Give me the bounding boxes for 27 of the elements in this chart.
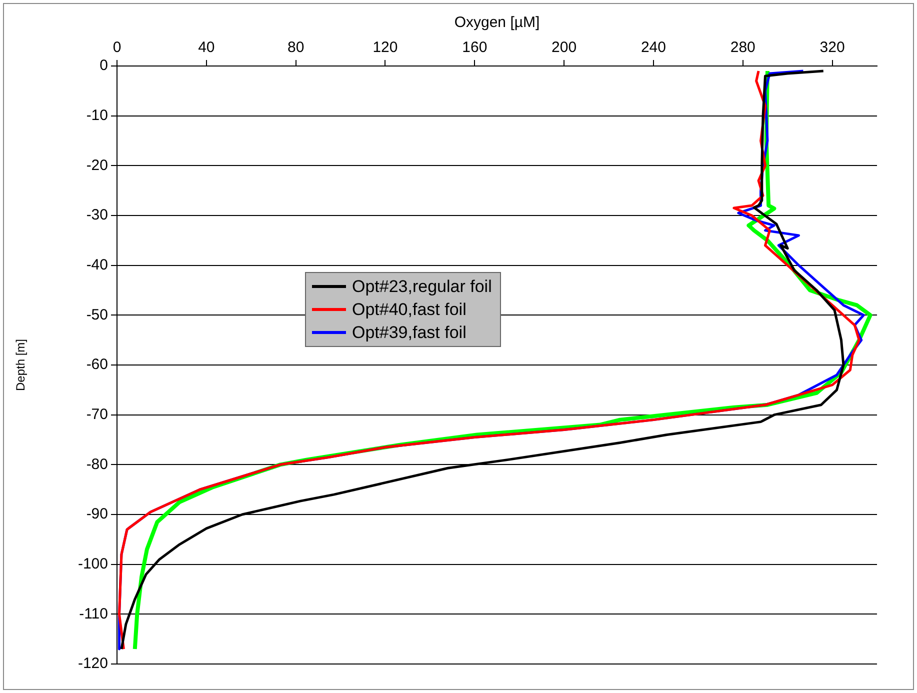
x-tick-label: 200 [552,39,577,56]
y-tick-label: -60 [86,356,108,374]
y-tick-label: -50 [86,306,108,324]
y-tick-label: -40 [86,256,108,274]
x-tick-label: 80 [287,39,304,56]
x-tick-label: 160 [462,39,488,56]
y-tick-label: -100 [78,555,108,572]
x-tick-label: 40 [198,39,215,56]
x-tick-label: 0 [112,39,122,56]
y-tick-label: -90 [86,506,108,523]
y-tick-label: -80 [86,456,108,473]
y-axis-title: Depth [m] [14,338,28,392]
legend-label: Opt#40,fast foil [352,300,466,320]
y-tick-label: -120 [78,655,108,672]
legend-label: Opt#39,fast foil [352,322,466,342]
y-tick-label: -110 [79,605,108,622]
x-tick-label: 120 [372,39,398,56]
legend-label: Opt#23,regular foil [352,276,492,296]
y-tick-label: -20 [86,156,108,174]
x-axis-title: Oxygen [µM] [454,14,540,32]
x-tick-label: 320 [820,39,845,56]
x-tick-label: 280 [730,39,756,56]
y-tick-label: -30 [86,206,108,224]
y-tick-label: -70 [86,406,108,423]
y-tick-label: 0 [100,57,108,74]
y-tick-label: -10 [86,106,108,124]
x-tick-label: 240 [640,39,666,56]
